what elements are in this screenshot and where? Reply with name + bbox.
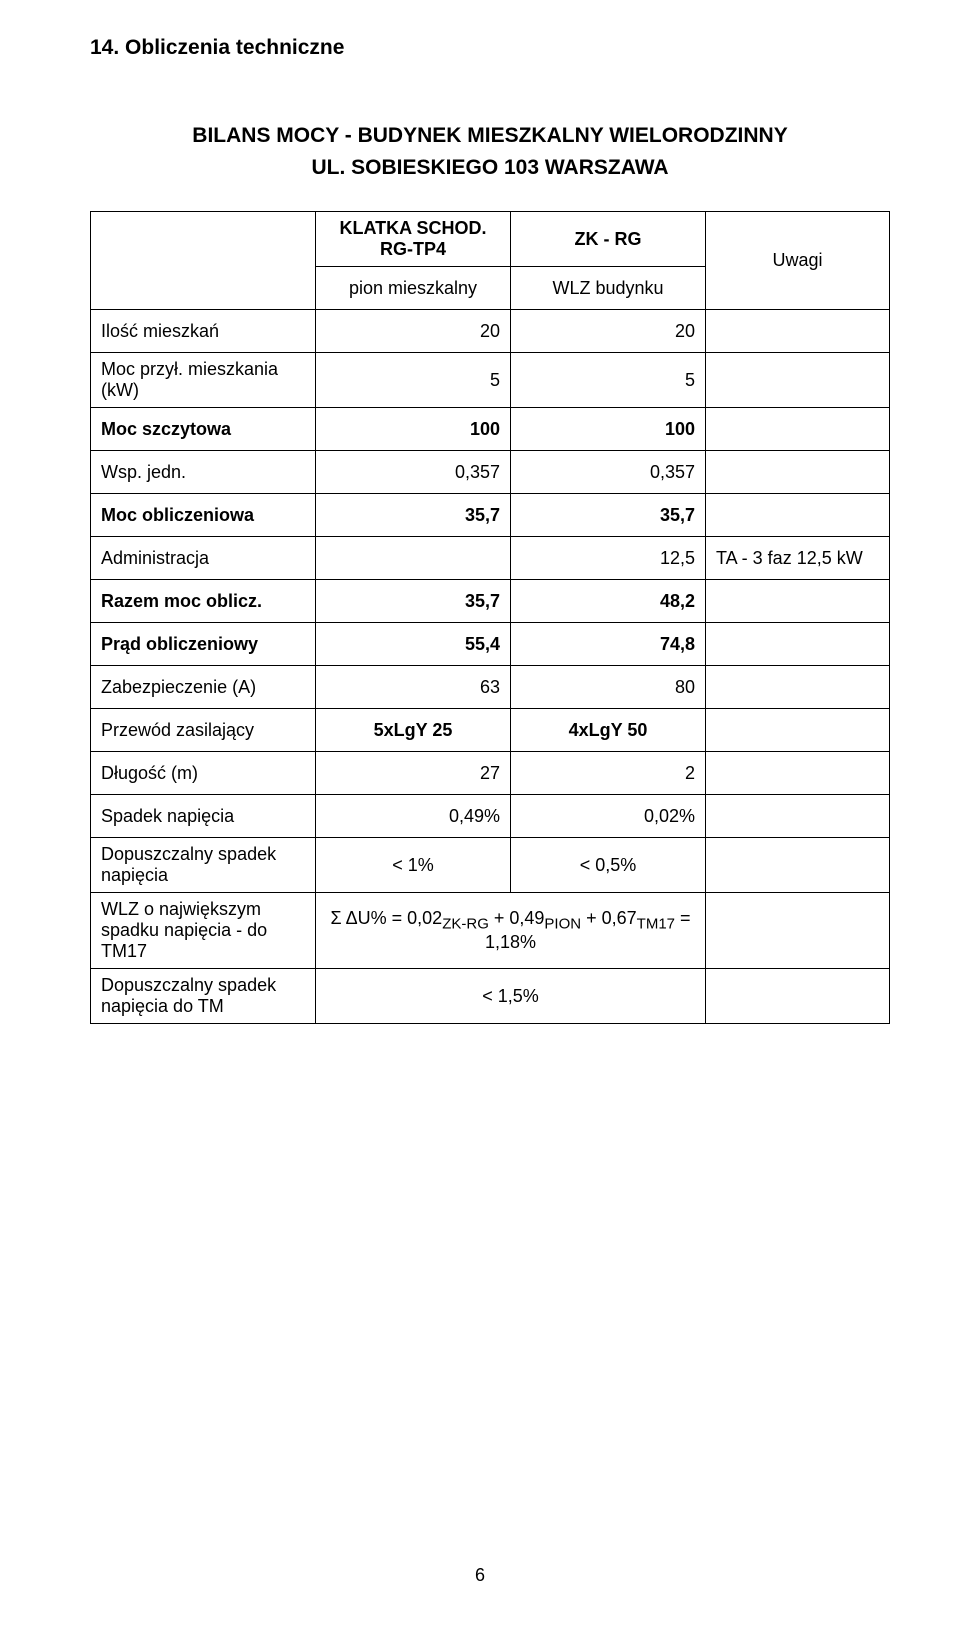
cell-c: [706, 709, 890, 752]
cell-c: [706, 353, 890, 408]
cell-label: Prąd obliczeniowy: [91, 623, 316, 666]
cell-a: 63: [316, 666, 511, 709]
title-line-1: BILANS MOCY - BUDYNEK MIESZKALNY WIELORO…: [192, 124, 787, 147]
row-zabezpieczenie: Zabezpieczenie (A) 63 80: [91, 666, 890, 709]
cell-c: [706, 795, 890, 838]
row-dop-spadek: Dopuszczalny spadek napięcia < 1% < 0,5%: [91, 838, 890, 893]
cell-a: 20: [316, 310, 511, 353]
header-empty: [91, 212, 316, 310]
cell-a: [316, 537, 511, 580]
cell-b: 48,2: [511, 580, 706, 623]
cell-a: 0,49%: [316, 795, 511, 838]
row-spadek: Spadek napięcia 0,49% 0,02%: [91, 795, 890, 838]
cell-ab: < 1,5%: [316, 969, 706, 1024]
formula-part: Σ ΔU% = 0,02: [330, 908, 442, 928]
cell-label: Ilość mieszkań: [91, 310, 316, 353]
cell-c: [706, 969, 890, 1024]
cell-c: [706, 666, 890, 709]
row-ilosc-mieszkan: Ilość mieszkań 20 20: [91, 310, 890, 353]
cell-label: Dopuszczalny spadek napięcia do TM: [91, 969, 316, 1024]
row-moc-szczytowa: Moc szczytowa 100 100: [91, 408, 890, 451]
cell-label: Moc szczytowa: [91, 408, 316, 451]
cell-b: 2: [511, 752, 706, 795]
header-col-a: KLATKA SCHOD. RG-TP4: [316, 212, 511, 267]
cell-label: Moc obliczeniowa: [91, 494, 316, 537]
cell-label: Długość (m): [91, 752, 316, 795]
formula-sub: PION: [544, 915, 581, 932]
title-block: BILANS MOCY - BUDYNEK MIESZKALNY WIELORO…: [90, 120, 890, 183]
row-moc-przyl: Moc przył. mieszkania (kW) 5 5: [91, 353, 890, 408]
cell-c: [706, 838, 890, 893]
cell-b: 4xLgY 50: [511, 709, 706, 752]
cell-label: Razem moc oblicz.: [91, 580, 316, 623]
row-administracja: Administracja 12,5 TA - 3 faz 12,5 kW: [91, 537, 890, 580]
row-razem-moc: Razem moc oblicz. 35,7 48,2: [91, 580, 890, 623]
cell-a: 35,7: [316, 494, 511, 537]
cell-b: 100: [511, 408, 706, 451]
cell-b: 12,5: [511, 537, 706, 580]
header-sub-b: WLZ budynku: [511, 267, 706, 310]
header-row-1: KLATKA SCHOD. RG-TP4 ZK - RG Uwagi: [91, 212, 890, 267]
section-heading: 14. Obliczenia techniczne: [90, 36, 890, 60]
cell-label: Wsp. jedn.: [91, 451, 316, 494]
cell-b: 0,02%: [511, 795, 706, 838]
row-dop-tm: Dopuszczalny spadek napięcia do TM < 1,5…: [91, 969, 890, 1024]
cell-b: 74,8: [511, 623, 706, 666]
cell-c: [706, 451, 890, 494]
cell-b: 5: [511, 353, 706, 408]
cell-c: [706, 310, 890, 353]
cell-label: Administracja: [91, 537, 316, 580]
cell-c: [706, 580, 890, 623]
cell-c: [706, 494, 890, 537]
cell-b: 0,357: [511, 451, 706, 494]
cell-label: Spadek napięcia: [91, 795, 316, 838]
cell-b: 20: [511, 310, 706, 353]
row-prad: Prąd obliczeniowy 55,4 74,8: [91, 623, 890, 666]
header-col-b: ZK - RG: [511, 212, 706, 267]
cell-c: [706, 623, 890, 666]
cell-ab-formula: Σ ΔU% = 0,02ZK-RG + 0,49PION + 0,67TM17 …: [316, 893, 706, 969]
formula-part: + 0,49: [489, 908, 545, 928]
title-line-2: UL. SOBIESKIEGO 103 WARSZAWA: [311, 156, 668, 179]
cell-label: Zabezpieczenie (A): [91, 666, 316, 709]
cell-label: Moc przył. mieszkania (kW): [91, 353, 316, 408]
row-moc-obliczeniowa: Moc obliczeniowa 35,7 35,7: [91, 494, 890, 537]
cell-c: [706, 893, 890, 969]
cell-c: TA - 3 faz 12,5 kW: [706, 537, 890, 580]
formula-sub: TM17: [637, 915, 675, 932]
row-dlugosc: Długość (m) 27 2: [91, 752, 890, 795]
cell-b: < 0,5%: [511, 838, 706, 893]
cell-b: 80: [511, 666, 706, 709]
header-uwagi: Uwagi: [706, 212, 890, 310]
row-przewod: Przewód zasilający 5xLgY 25 4xLgY 50: [91, 709, 890, 752]
cell-a: 0,357: [316, 451, 511, 494]
cell-a: 35,7: [316, 580, 511, 623]
cell-label: WLZ o największym spadku napięcia - do T…: [91, 893, 316, 969]
formula-sub: ZK-RG: [442, 915, 489, 932]
row-wsp-jedn: Wsp. jedn. 0,357 0,357: [91, 451, 890, 494]
cell-a: 55,4: [316, 623, 511, 666]
cell-label: Dopuszczalny spadek napięcia: [91, 838, 316, 893]
page-number: 6: [0, 1565, 960, 1586]
cell-a: 27: [316, 752, 511, 795]
cell-b: 35,7: [511, 494, 706, 537]
cell-c: [706, 408, 890, 451]
bilans-table: KLATKA SCHOD. RG-TP4 ZK - RG Uwagi pion …: [90, 211, 890, 1024]
cell-label: Przewód zasilający: [91, 709, 316, 752]
cell-c: [706, 752, 890, 795]
cell-a: 5xLgY 25: [316, 709, 511, 752]
cell-a: 100: [316, 408, 511, 451]
cell-a: < 1%: [316, 838, 511, 893]
row-wlz-najw: WLZ o największym spadku napięcia - do T…: [91, 893, 890, 969]
cell-a: 5: [316, 353, 511, 408]
header-sub-a: pion mieszkalny: [316, 267, 511, 310]
formula-part: + 0,67: [581, 908, 637, 928]
